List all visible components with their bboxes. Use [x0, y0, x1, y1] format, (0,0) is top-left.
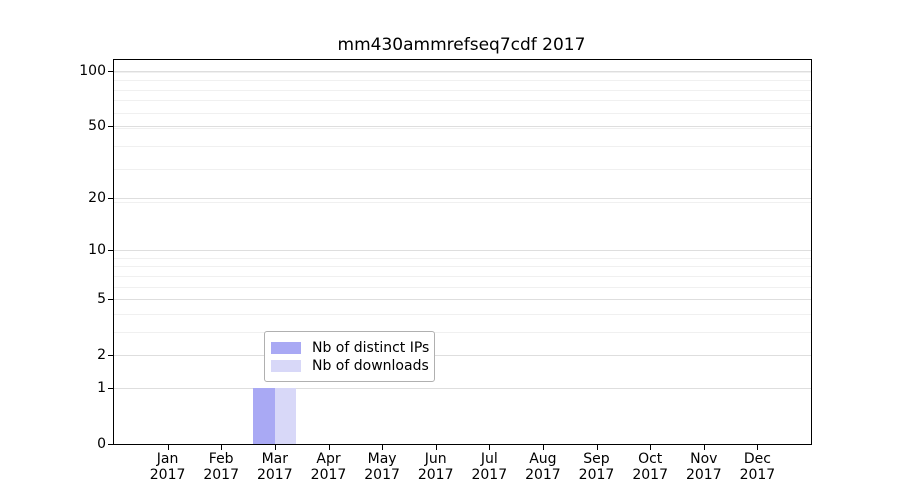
y-axis-tick-label: 5 [97, 291, 106, 308]
major-gridline [114, 250, 811, 252]
major-gridline [114, 126, 811, 127]
x-axis-tick-label: Dec 2017 [739, 451, 776, 483]
y-axis-tick [108, 70, 114, 72]
y-axis-tick-label: 50 [88, 118, 106, 134]
minor-gridline [114, 145, 811, 147]
y-axis-tick-label: 2 [97, 347, 106, 364]
legend-swatch [271, 359, 301, 372]
y-axis-tick-label: 100 [79, 62, 106, 79]
minor-gridline [114, 286, 811, 288]
x-axis-tick [703, 445, 705, 450]
minor-gridline [114, 80, 811, 82]
legend-entry: Nb of downloads [271, 357, 429, 374]
bar-nb-of-distinct-ips [253, 387, 275, 444]
y-axis-tick [108, 126, 114, 127]
legend-label: Nb of downloads [312, 357, 429, 374]
minor-gridline [114, 275, 811, 277]
x-axis-tick [221, 445, 223, 450]
x-axis-tick-label: Sep 2017 [578, 451, 615, 483]
minor-gridline [114, 257, 811, 259]
x-axis-tick [167, 445, 169, 450]
minor-gridline [114, 313, 811, 315]
x-axis-tick [328, 445, 330, 450]
y-axis-tick [108, 250, 114, 252]
bar-nb-of-downloads [274, 387, 297, 444]
minor-gridline [114, 71, 811, 73]
major-gridline [114, 387, 811, 389]
y-axis-tick-label: 20 [88, 189, 106, 206]
x-axis-tick [274, 445, 276, 450]
x-axis-tick-label: May 2017 [364, 451, 400, 483]
legend-label: Nb of distinct IPs [312, 339, 430, 356]
major-gridline [114, 299, 811, 301]
major-gridline [114, 355, 811, 357]
x-axis-tick [596, 445, 598, 450]
x-axis-tick-label: Mar 2017 [256, 451, 293, 483]
legend: Nb of distinct IPs Nb of downloads [264, 331, 435, 382]
x-axis-tick [542, 445, 544, 450]
x-axis-tick-label: Aug 2017 [525, 451, 561, 483]
y-axis-tick [108, 355, 114, 357]
x-axis-tick-label: Oct 2017 [632, 451, 668, 483]
x-axis-tick [435, 445, 437, 450]
x-axis-tick [650, 445, 652, 450]
minor-gridline [114, 100, 811, 102]
minor-gridline [114, 168, 811, 170]
x-axis-tick-label: Apr 2017 [310, 451, 347, 483]
y-axis-tick-label: 0 [97, 436, 106, 452]
x-axis-tick-label: Nov 2017 [685, 451, 722, 483]
minor-gridline [114, 127, 811, 129]
y-axis-tick-label: 1 [97, 379, 106, 396]
y-axis-tick [108, 387, 114, 389]
major-gridline [114, 70, 811, 72]
y-axis-tick [108, 444, 114, 445]
minor-gridline [114, 112, 811, 114]
chart-title: mm430ammrefseq7cdf 2017 [337, 35, 586, 55]
x-axis-tick-label: Feb 2017 [203, 451, 239, 483]
minor-gridline [114, 89, 811, 91]
x-axis-tick [382, 445, 384, 450]
y-axis-tick-label: 10 [88, 242, 106, 259]
x-axis-tick [757, 445, 759, 450]
x-axis-tick [489, 445, 491, 450]
major-gridline [114, 197, 811, 199]
x-axis-tick-label: Jul 2017 [471, 451, 508, 483]
plot-area: 0 1 2 5 10 20 50 100 Jan 2017 Feb 2017 Mar 2017 Apr… [79, 59, 812, 483]
x-axis-tick-label: Jan 2017 [149, 451, 186, 483]
y-axis-tick [108, 299, 114, 301]
y-axis-tick [108, 197, 114, 199]
minor-gridline [114, 201, 811, 203]
x-axis-tick-label: Jun 2017 [417, 451, 454, 483]
legend-swatch [271, 341, 301, 354]
minor-gridline [114, 266, 811, 268]
legend-entry: Nb of distinct IPs [271, 339, 430, 356]
minor-gridline [114, 331, 811, 333]
